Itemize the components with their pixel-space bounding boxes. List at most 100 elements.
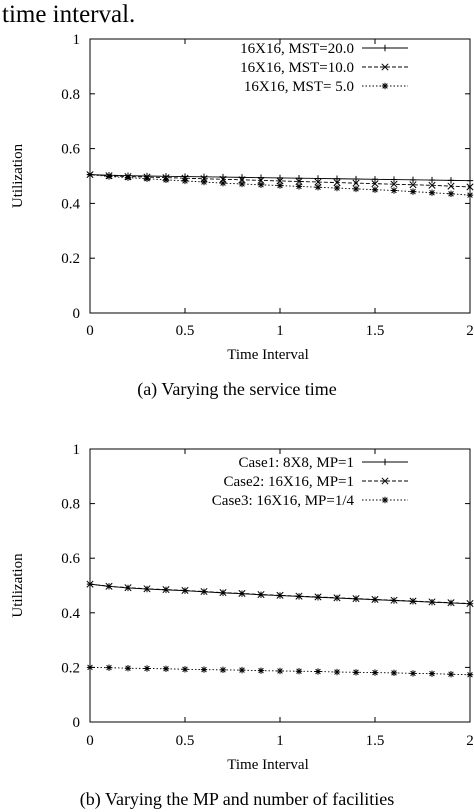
chart-b-ytick-label: 0 <box>73 715 81 731</box>
chart-b-series-2-point <box>466 599 474 608</box>
chart-a-series-3 <box>86 171 474 199</box>
chart-b-legend-marker-2 <box>381 477 389 485</box>
chart-b-series-2-point <box>143 585 151 593</box>
chart-a-series-3-point <box>181 177 189 185</box>
chart-a-series-1-point <box>409 176 417 184</box>
chart-b-series-2-point <box>124 584 132 592</box>
chart-b-series-3-point <box>295 668 303 675</box>
chart-a-series-2-point <box>428 181 436 189</box>
chart-b-xtick-label: 0.5 <box>176 733 195 749</box>
chart-b-series-2-point <box>257 590 265 599</box>
chart-b-series-2 <box>86 580 474 608</box>
chart-a-series-1-point <box>390 176 398 183</box>
chart-b-series-2-point <box>200 587 208 596</box>
chart-b-series-3-point <box>352 669 360 676</box>
chart-a-legend-marker-2 <box>381 63 389 71</box>
chart-b-series-3-point <box>466 671 474 678</box>
chart-a-legend-label-3: 16X16, MST= 5.0 <box>244 79 354 95</box>
chart-a-xtick-label: 1.5 <box>366 323 385 339</box>
chart-b-series-3-point <box>447 671 455 678</box>
chart-a-series-3-point <box>314 184 322 191</box>
chart-b-series-2-point <box>314 593 322 601</box>
chart-b-series-2-point <box>181 586 189 594</box>
chart-b-series-2-point <box>295 592 303 600</box>
chart-b-ytick-label: 0.6 <box>61 551 80 567</box>
chart-a-series-3-point <box>295 183 303 190</box>
chart-a-series-2-point <box>200 175 208 183</box>
chart-a-xtick-label: 0.5 <box>176 323 195 339</box>
chart-b-series-3-point <box>105 664 113 671</box>
chart-a-x-axis-label: Time Interval <box>227 347 309 363</box>
chart-a-series-1 <box>86 171 474 184</box>
chart-b-series-3-point <box>333 668 341 676</box>
chart-a-xtick-label: 2 <box>466 323 474 339</box>
chart-a-series-3-point <box>86 171 94 178</box>
chart-b-series-3-point <box>86 664 94 671</box>
chart-a-series-3-point <box>466 191 474 199</box>
chart-b-series-2-point <box>219 589 227 597</box>
chart-b-series-2-point <box>238 589 246 597</box>
chart-a-series-3-point <box>390 187 398 194</box>
chart-a-xtick-label: 1 <box>276 323 284 339</box>
chart-b-series-3-point <box>238 666 246 674</box>
chart-b-series-3-point <box>200 666 208 673</box>
chart-b-legend-marker-3 <box>381 496 389 504</box>
chart-a-series-1-point <box>295 174 303 182</box>
chart-a-series-1-point <box>428 176 436 184</box>
chart-a-legend-label-2: 16X16, MST=10.0 <box>240 60 354 76</box>
chart-b-series-3-point <box>219 666 227 674</box>
chart-b-series-3-point <box>143 665 151 672</box>
chart-b-series-3-point <box>124 665 132 672</box>
chart-b-x-axis-label: Time Interval <box>227 757 309 773</box>
chart-a-series-3-point <box>238 180 246 188</box>
chart-a-series-2-point <box>295 177 303 186</box>
chart-b-series-3 <box>86 664 474 678</box>
chart-b-series-2-point <box>409 597 417 605</box>
chart-b-ytick-label: 0.4 <box>61 606 80 622</box>
chart-a-series-1-point <box>352 175 360 183</box>
chart-b-series-2-point <box>447 599 455 607</box>
chart-b-series-2-point <box>428 598 436 606</box>
chart-a-ytick-label: 1 <box>73 32 81 48</box>
chart-a-series-3-point <box>428 189 436 196</box>
chart-b-legend-marker-1 <box>381 458 389 466</box>
chart-b-y-axis-label: Utilization <box>10 553 26 618</box>
chart-b-series-2-point <box>371 595 379 603</box>
chart-a-ytick-label: 0.6 <box>61 142 80 158</box>
chart-a-series-3-point <box>200 178 208 186</box>
chart-b-caption: (b) Varying the MP and number of facilit… <box>80 789 394 810</box>
chart-a-series-3-point <box>105 173 113 180</box>
chart-a-series-2-point <box>333 179 341 187</box>
chart-b-series-3-point <box>428 670 436 677</box>
chart-a-series-3-point <box>447 190 455 198</box>
chart-b-xtick-label: 1 <box>276 733 284 749</box>
chart-b-series-2-line <box>89 583 471 604</box>
chart-a-series-1-point <box>333 175 341 182</box>
chart-a-y-axis-label: Utilization <box>10 143 26 208</box>
chart-b-ytick-label: 0.2 <box>61 660 80 676</box>
chart-b-legend-label-3: Case3: 16X16, MP=1/4 <box>212 493 355 509</box>
chart-a-series-2-point <box>390 180 398 188</box>
chart-a-series-2-line <box>89 174 471 188</box>
chart-a-ytick-label: 0.4 <box>61 196 80 212</box>
chart-b-xtick-label: 0 <box>86 733 94 749</box>
chart-a-series-2-point <box>447 182 455 190</box>
header-text: time interval. <box>2 1 136 28</box>
chart-b-legend-label-2: Case2: 16X16, MP=1 <box>223 474 354 490</box>
chart-a-series-3-point <box>352 185 360 193</box>
chart-b-series-3-point <box>162 665 170 672</box>
chart-a-ytick-label: 0 <box>73 306 81 322</box>
chart-a-series-2-point <box>466 183 474 191</box>
chart-a-series-3-point <box>409 188 417 195</box>
chart-b-ytick-label: 1 <box>73 442 81 458</box>
chart-a-series-3-point <box>257 181 265 188</box>
chart-a-series-2-point <box>314 178 322 186</box>
chart-b-series-3-point <box>314 668 322 675</box>
chart-a-series-1-point <box>466 177 474 184</box>
chart-b-xtick-label: 1.5 <box>366 733 385 749</box>
chart-b-series-2-point <box>162 586 170 594</box>
chart-b-series-3-point <box>371 669 379 676</box>
chart-b-series-2-point <box>333 594 341 602</box>
chart-a-series-3-point <box>371 186 379 193</box>
